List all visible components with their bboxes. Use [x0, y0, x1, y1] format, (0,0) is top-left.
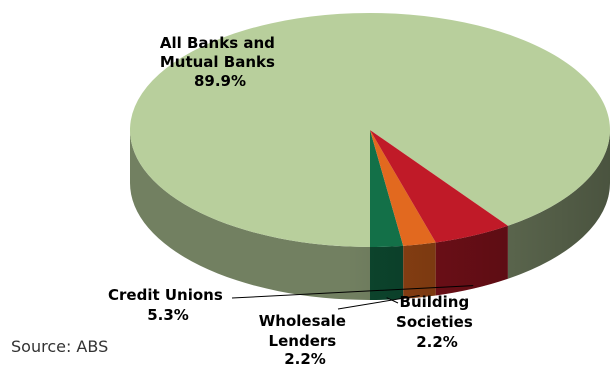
pie-slice-0 — [129, 13, 610, 247]
pie-slice-3 — [370, 130, 508, 243]
pie-slice-1 — [370, 130, 404, 247]
leader-lines — [231, 285, 474, 310]
leader-wholesale-lenders — [337, 294, 420, 310]
label-banks: All Banks and Mutual Banks 89.9% — [160, 34, 280, 90]
pie-slice-2 — [370, 130, 436, 246]
label-wholesale-lenders: Wholesale Lenders 2.2% — [259, 312, 351, 367]
label-credit-unions: Credit Unions 5.3% — [108, 286, 228, 324]
source-note: Source: ABS — [11, 337, 108, 356]
pie-side-walls — [130, 130, 610, 300]
leader-building-societies — [386, 297, 399, 304]
pie-top-faces — [129, 13, 610, 247]
label-building-societies: Building Societies 2.2% — [396, 293, 478, 351]
pie-wall-shading — [130, 130, 610, 300]
leader-credit-unions — [231, 285, 474, 299]
